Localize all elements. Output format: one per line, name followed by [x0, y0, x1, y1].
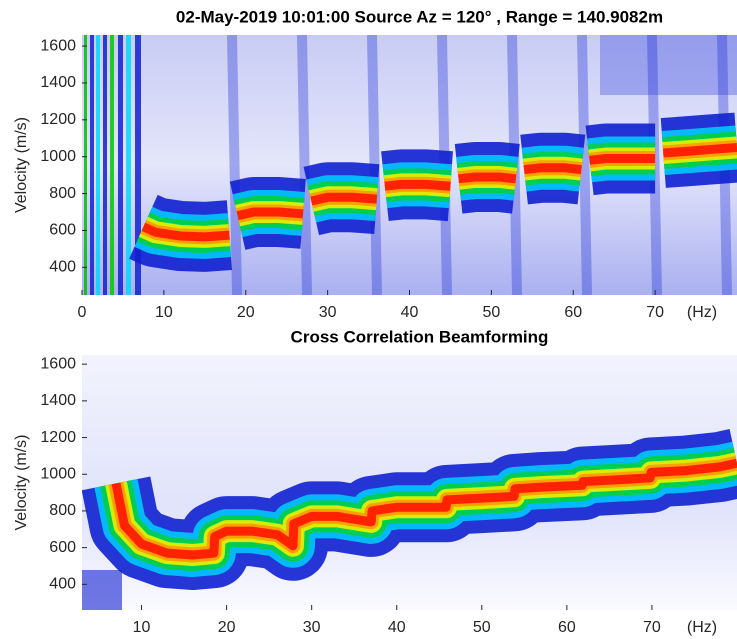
- y-tick-label: 1600: [40, 37, 76, 54]
- stripe: [118, 35, 123, 295]
- x-tick-label: 70: [646, 304, 664, 321]
- y-tick-label: 400: [49, 576, 76, 593]
- x-tick-label: 10: [155, 304, 173, 321]
- x-tick-label: 70: [643, 619, 661, 636]
- y-axis-label: Velocity (m/s): [13, 434, 30, 530]
- x-tick-label: 10: [133, 619, 151, 636]
- x-tick-label: 20: [218, 619, 236, 636]
- y-tick-label: 800: [49, 502, 76, 519]
- y-tick-label: 1000: [40, 148, 76, 165]
- x-tick-label: 50: [473, 619, 491, 636]
- x-tick-label: 30: [303, 619, 321, 636]
- x-tick-label: 60: [564, 304, 582, 321]
- y-tick-label: 1600: [40, 355, 76, 372]
- y-tick-label: 600: [49, 222, 76, 239]
- stripe: [103, 35, 107, 295]
- y-axis-label: Velocity (m/s): [13, 117, 30, 213]
- stripe: [90, 35, 94, 295]
- stripe: [126, 35, 131, 295]
- x-tick-label: 40: [401, 304, 419, 321]
- texture: [227, 35, 242, 295]
- y-tick-label: 1000: [40, 465, 76, 482]
- x-tick-label: 0: [78, 304, 87, 321]
- ridge-line: [141, 143, 737, 242]
- stripe: [110, 35, 114, 295]
- stripe: [135, 35, 141, 295]
- ridge-line: [111, 458, 737, 560]
- chart-title: 02-May-2019 10:01:00 Source Az = 120° , …: [176, 7, 663, 26]
- x-axis-label: (Hz): [687, 304, 717, 321]
- chart-title: Cross Correlation Beamforming: [291, 327, 549, 346]
- x-tick-label: 30: [319, 304, 337, 321]
- x-tick-label: 20: [237, 304, 255, 321]
- y-tick-label: 400: [49, 259, 76, 276]
- y-tick-label: 800: [49, 185, 76, 202]
- stripe: [96, 35, 100, 295]
- y-tick-label: 1400: [40, 392, 76, 409]
- x-tick-label: 40: [388, 619, 406, 636]
- y-tick-label: 1200: [40, 111, 76, 128]
- y-tick-label: 1200: [40, 429, 76, 446]
- texture: [577, 35, 592, 295]
- x-tick-label: 50: [482, 304, 500, 321]
- texture: [82, 570, 122, 610]
- stripe: [84, 35, 87, 295]
- y-tick-label: 600: [49, 539, 76, 556]
- x-tick-label: 60: [558, 619, 576, 636]
- y-tick-label: 1400: [40, 74, 76, 91]
- plot-area: [82, 355, 737, 610]
- texture: [297, 35, 312, 295]
- x-axis-label: (Hz): [687, 619, 717, 636]
- texture: [600, 35, 737, 95]
- plot-area: [82, 35, 737, 295]
